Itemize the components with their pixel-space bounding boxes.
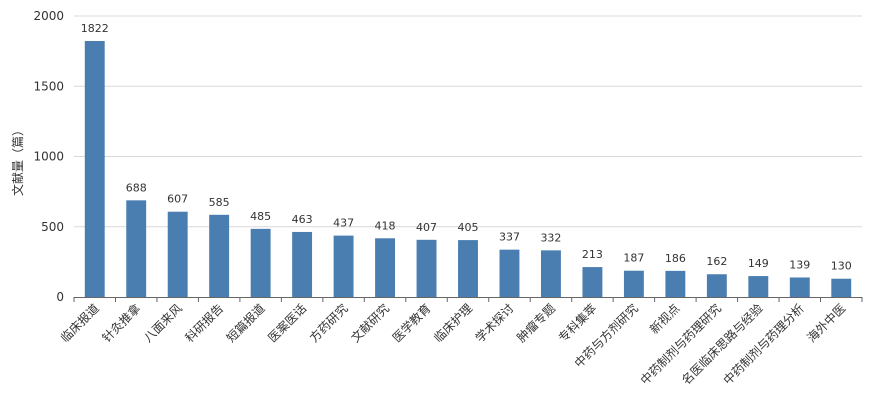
data-label: 213 [582, 248, 603, 261]
x-tick-label: 医学教育 [389, 301, 434, 346]
data-label: 585 [209, 196, 230, 209]
x-tick-label: 名医临床思路与经验 [678, 301, 765, 388]
data-label: 463 [292, 213, 313, 226]
data-label: 186 [665, 252, 686, 265]
x-tick-label: 方药研究 [306, 301, 351, 346]
bar [748, 276, 769, 297]
bar [375, 238, 396, 297]
bar [789, 277, 810, 297]
data-label: 437 [333, 217, 354, 230]
x-tick-label: 短篇报道 [223, 301, 268, 346]
y-tick-label: 500 [41, 220, 64, 234]
data-label: 130 [831, 260, 852, 273]
bar [540, 250, 561, 297]
bar [250, 228, 271, 297]
x-tick-label: 海外中医 [804, 301, 849, 346]
x-tick-label: 中药制剂与药理分析 [720, 301, 807, 388]
x-tick-label: 八面来风 [141, 301, 185, 345]
x-tick-label: 肿瘤专题 [514, 301, 559, 346]
y-tick-label: 1000 [33, 150, 64, 164]
bar [292, 231, 313, 297]
bar [706, 274, 727, 297]
y-tick-label: 0 [56, 290, 64, 304]
bar [499, 249, 520, 297]
data-label: 337 [499, 231, 520, 244]
bar [84, 41, 105, 297]
axis-layer: 0 500 1000 1500 2000 临床报道针灸推拿八面来风科研报告短篇报道医案医话… [33, 9, 863, 388]
data-label: 418 [375, 219, 396, 232]
y-tick-label: 2000 [33, 9, 64, 23]
bar [416, 239, 437, 297]
grid-layer [74, 15, 862, 228]
x-tick-label: 中药制剂与药理研究 [637, 301, 724, 388]
data-label: 485 [250, 210, 271, 223]
bar [623, 270, 644, 297]
data-label: 149 [748, 257, 769, 270]
y-axis-title: 文献量（篇） [10, 124, 25, 196]
data-label: 332 [540, 231, 561, 244]
data-label: 607 [167, 193, 188, 206]
bars-layer [84, 41, 852, 297]
bar [209, 214, 230, 297]
x-tick-label: 临床护理 [431, 301, 475, 345]
data-label: 407 [416, 221, 437, 234]
x-tick-label: 科研报告 [182, 301, 227, 346]
data-label: 1822 [81, 22, 109, 35]
x-tick-label: 新视点 [646, 301, 682, 337]
bar [665, 270, 686, 297]
data-label: 139 [789, 258, 810, 271]
x-tick-label: 学术探讨 [472, 301, 517, 346]
bar [167, 211, 188, 297]
x-tick-label: 针灸推拿 [99, 301, 144, 346]
y-tick-label: 1500 [33, 79, 64, 93]
data-label: 688 [126, 181, 147, 194]
data-label: 162 [706, 255, 727, 268]
labels-layer: 1822 688 607 585 485 463 437 418 407 405 337 332 213… [81, 22, 852, 273]
bar [458, 240, 478, 297]
x-tick-label: 文献研究 [348, 301, 393, 346]
data-label: 405 [458, 221, 479, 234]
x-tick-label: 临床报道 [57, 301, 102, 346]
x-tick-label: 医案医话 [265, 301, 310, 346]
bar [582, 267, 603, 297]
bar [333, 235, 354, 297]
bar [831, 278, 852, 297]
data-label: 187 [623, 252, 644, 265]
bar [126, 200, 147, 297]
